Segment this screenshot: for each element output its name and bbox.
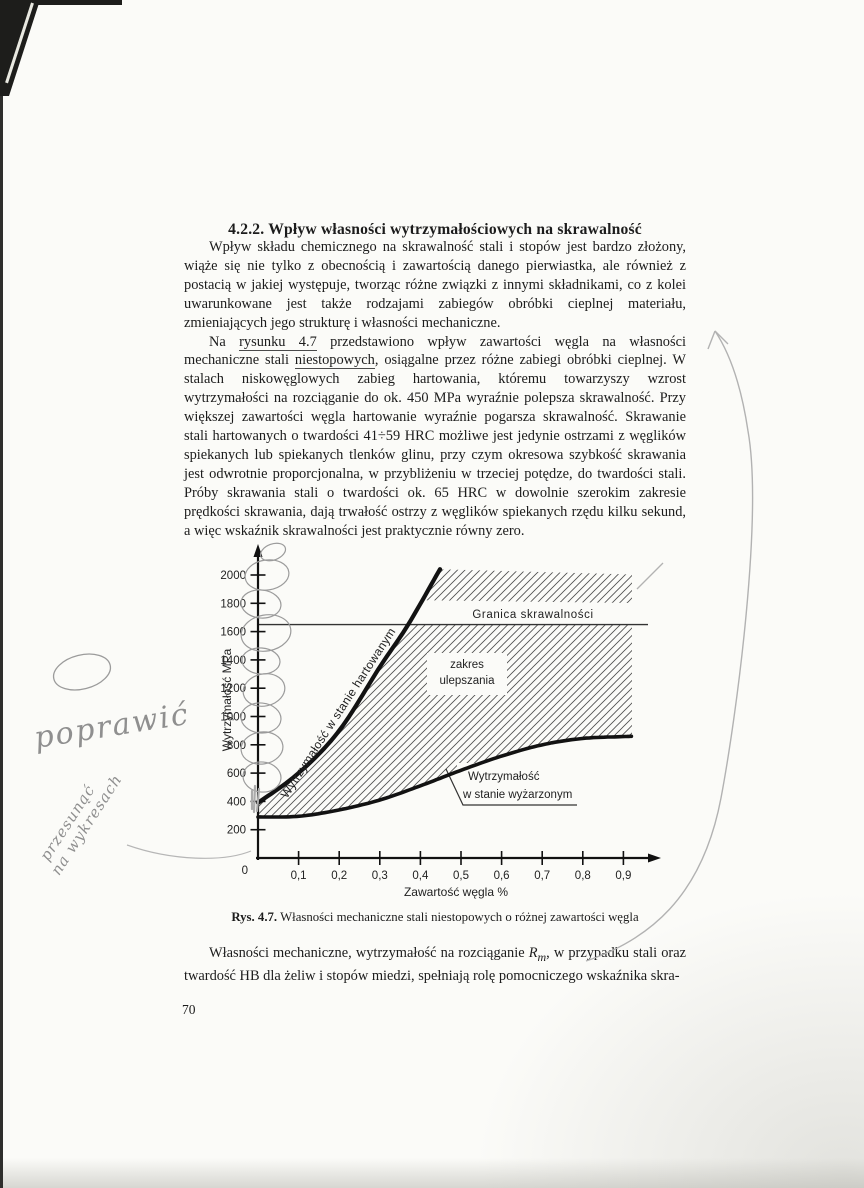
paragraph: Na rysunku 4.7 przedstawiono wpływ zawar… xyxy=(184,333,687,539)
region-label-line: ulepszania xyxy=(440,675,496,687)
hand-circle xyxy=(240,614,292,652)
section-heading: 4.2.2. Wpływ własności wytrzymałościowyc… xyxy=(228,220,642,238)
pen-underlined-term: rysunku 4.7 xyxy=(239,333,317,351)
paragraph: Wpływ składu chemicznego na skrawalność … xyxy=(184,239,686,331)
hand-circle xyxy=(241,647,281,675)
margin-stroke xyxy=(636,562,664,590)
y-tick-label: 1000 xyxy=(220,712,246,724)
body-text: Wpływ składu chemicznego na skrawalność … xyxy=(184,238,686,541)
scan-left-edge xyxy=(0,0,3,1188)
annealed-label-leader xyxy=(445,768,577,806)
figure-caption: Rys. 4.7. Własności mechaniczne stali ni… xyxy=(164,910,706,925)
handwriting-przesunac: przesunąć xyxy=(36,781,98,864)
y-tick-label: 1200 xyxy=(220,683,246,695)
hand-circle xyxy=(259,542,287,562)
annealed-label-line2: w stanie wyżarzonym xyxy=(462,789,572,801)
y-tick-label: 1600 xyxy=(220,627,246,639)
x-tick-label: 0,4 xyxy=(412,870,429,882)
hand-scribble xyxy=(250,784,261,814)
region-label-line: zakres xyxy=(450,659,484,671)
scan-bottom-shadow xyxy=(0,1158,864,1188)
y-axis-title: Wytrzymałość MPa xyxy=(220,648,234,751)
y-tick-label: 600 xyxy=(227,768,246,780)
figure-caption-text: Własności mechaniczne stali niestopowych… xyxy=(277,910,639,924)
x-tick-label: 0,1 xyxy=(291,870,307,882)
y-tick-label: 200 xyxy=(227,825,246,837)
annealed-label-line1: Wytrzymałość xyxy=(468,771,540,783)
x-axis-arrow xyxy=(648,853,661,863)
page-number: 70 xyxy=(182,1002,196,1017)
y-axis-arrow xyxy=(253,544,263,557)
margin-arrow-head xyxy=(707,330,729,350)
annealed-label-box xyxy=(457,763,589,807)
y-tick-label: 400 xyxy=(227,796,246,808)
cutting-limit-label: Granica skrawalności xyxy=(472,609,593,621)
y-tick-label: 800 xyxy=(227,740,246,752)
hatched-region-upper xyxy=(422,569,632,603)
paragraph: Własności mechaniczne, wytrzymałość na r… xyxy=(184,945,686,984)
hatched-region-main xyxy=(258,624,632,817)
y-tick-label: 1400 xyxy=(220,655,246,667)
note-connector xyxy=(126,844,252,859)
hand-circle xyxy=(240,589,282,619)
hand-circle xyxy=(242,761,282,793)
scan-top-strip xyxy=(0,0,122,5)
figure-caption-label: Rys. 4.7. xyxy=(231,910,278,924)
x-tick-label: 0,2 xyxy=(331,870,347,882)
figure-chart: Granica skrawalności zakres ulepszania Wytr… xyxy=(220,544,661,899)
hand-circle xyxy=(242,673,286,707)
hand-circle xyxy=(240,731,284,765)
x-tick-label: 0,3 xyxy=(372,870,388,882)
hand-oval xyxy=(52,653,112,691)
hand-circle xyxy=(240,702,282,734)
hand-circle xyxy=(244,559,290,591)
pen-underlined-term: niestopowych xyxy=(294,352,375,370)
hardened-strength-curve xyxy=(255,567,443,805)
closing-paragraph: Własności mechaniczne, wytrzymałość na r… xyxy=(184,944,686,986)
y-tick-label: 2000 xyxy=(220,570,246,582)
handwriting-poprawic: poprawić xyxy=(32,697,192,756)
origin-label: 0 xyxy=(242,865,248,877)
handwriting-na-wykresach: na wykresach xyxy=(47,771,126,879)
annealed-strength-curve xyxy=(256,734,634,819)
region-label-box xyxy=(427,653,507,695)
y-tick-label: 1800 xyxy=(220,598,246,610)
hardened-label: Wytrzymałość w stanie hartowanym xyxy=(278,625,399,801)
